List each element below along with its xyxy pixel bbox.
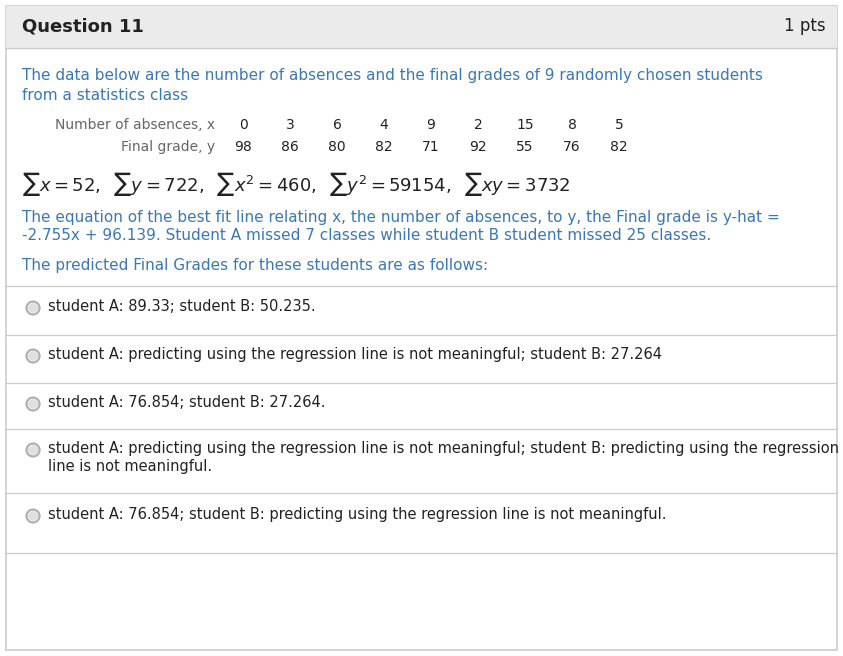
Text: 55: 55 xyxy=(516,140,534,154)
Text: 15: 15 xyxy=(516,118,534,132)
Text: 82: 82 xyxy=(610,140,628,154)
Text: student A: predicting using the regression line is not meaningful; student B: pr: student A: predicting using the regressi… xyxy=(48,441,839,456)
Circle shape xyxy=(28,351,38,361)
Text: 9: 9 xyxy=(427,118,436,132)
Text: student A: 89.33; student B: 50.235.: student A: 89.33; student B: 50.235. xyxy=(48,299,315,314)
Text: -2.755x + 96.139. Student A missed 7 classes while student B student missed 25 c: -2.755x + 96.139. Student A missed 7 cla… xyxy=(22,228,711,243)
Bar xyxy=(6,6,837,48)
Text: 8: 8 xyxy=(567,118,577,132)
Text: 2: 2 xyxy=(474,118,482,132)
Text: 80: 80 xyxy=(328,140,346,154)
Circle shape xyxy=(28,511,38,521)
Text: Question 11: Question 11 xyxy=(22,17,144,35)
Text: student A: 76.854; student B: 27.264.: student A: 76.854; student B: 27.264. xyxy=(48,395,325,410)
Text: The data below are the number of absences and the final grades of 9 randomly cho: The data below are the number of absence… xyxy=(22,68,763,83)
Circle shape xyxy=(28,445,38,455)
Text: 1 pts: 1 pts xyxy=(784,17,826,35)
Text: 4: 4 xyxy=(379,118,389,132)
Text: student A: 76.854; student B: predicting using the regression line is not meanin: student A: 76.854; student B: predicting… xyxy=(48,507,667,522)
Text: 76: 76 xyxy=(563,140,581,154)
Text: Number of absences, x: Number of absences, x xyxy=(55,118,215,132)
Text: 6: 6 xyxy=(332,118,341,132)
Text: The predicted Final Grades for these students are as follows:: The predicted Final Grades for these stu… xyxy=(22,258,488,273)
Text: from a statistics class: from a statistics class xyxy=(22,88,188,103)
Text: 98: 98 xyxy=(234,140,252,154)
Text: 0: 0 xyxy=(239,118,247,132)
Text: student A: predicting using the regression line is not meaningful; student B: 27: student A: predicting using the regressi… xyxy=(48,347,662,362)
Text: 86: 86 xyxy=(281,140,299,154)
Text: 5: 5 xyxy=(615,118,623,132)
Text: 92: 92 xyxy=(470,140,486,154)
Text: 82: 82 xyxy=(375,140,393,154)
Text: 71: 71 xyxy=(422,140,440,154)
Text: The equation of the best fit line relating x, the number of absences, to y, the : The equation of the best fit line relati… xyxy=(22,210,780,225)
Text: $\sum x = 52,\;\; \sum y = 722,\;\; \sum x^2 = 460,\;\; \sum y^2 = 59154,\;\; \s: $\sum x = 52,\;\; \sum y = 722,\;\; \sum… xyxy=(22,170,571,198)
Text: Final grade, y: Final grade, y xyxy=(121,140,215,154)
Text: line is not meaningful.: line is not meaningful. xyxy=(48,459,212,474)
Text: 3: 3 xyxy=(286,118,294,132)
Circle shape xyxy=(28,303,38,313)
Circle shape xyxy=(28,399,38,409)
